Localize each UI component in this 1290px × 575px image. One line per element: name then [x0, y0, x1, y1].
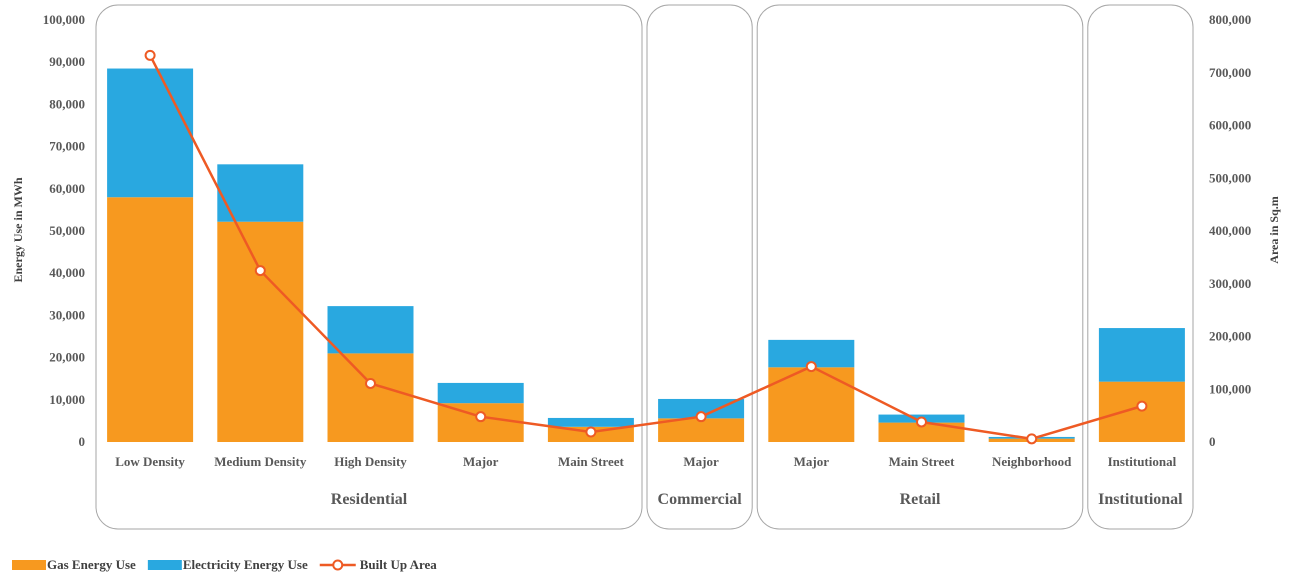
- y-tick-label: 10,000: [49, 392, 85, 407]
- y2-tick-label: 300,000: [1209, 276, 1251, 291]
- group-label: Residential: [331, 491, 408, 508]
- gas-energy-use-bar: [327, 353, 414, 442]
- y2-tick-label: 100,000: [1209, 381, 1251, 396]
- y-tick-label: 60,000: [49, 181, 85, 196]
- built-up-area-point: [916, 416, 927, 428]
- group-label: Institutional: [1098, 491, 1183, 508]
- y2-tick-label: 200,000: [1209, 329, 1251, 344]
- category-label: Major: [463, 454, 499, 469]
- group-label: Commercial: [658, 491, 743, 508]
- gas-energy-use-bar: [217, 221, 304, 442]
- category-label: Main Street: [889, 454, 955, 469]
- category-label: Neighborhood: [992, 454, 1072, 469]
- category-label: Medium Density: [214, 454, 307, 469]
- gas-energy-use-bar: [658, 418, 745, 442]
- left-axis: 0 10,000 20,000 30,000 40,000 50,000 60,000 70,…: [43, 12, 85, 449]
- y-tick-label: 70,000: [49, 139, 85, 154]
- built-up-area-point: [695, 411, 707, 423]
- built-up-area-point: [1136, 400, 1148, 412]
- y-tick-label: 80,000: [49, 96, 85, 111]
- y-axis-title: Energy Use in MWh: [11, 177, 25, 282]
- y2-tick-label: 800,000: [1209, 12, 1251, 27]
- category-label: Institutional: [1108, 454, 1177, 469]
- legend-label: Built Up Area: [360, 557, 438, 572]
- y-tick-label: 20,000: [49, 350, 85, 365]
- electricity-energy-use-bar: [327, 306, 414, 354]
- y-tick-label: 40,000: [49, 265, 85, 280]
- legend-swatch: [12, 560, 46, 570]
- y-tick-label: 30,000: [49, 307, 85, 322]
- built-up-area-point: [475, 411, 487, 423]
- gas-energy-use-bar: [437, 403, 524, 442]
- y2-tick-label: 0: [1209, 434, 1216, 449]
- y-tick-label: 0: [79, 434, 86, 449]
- legend-marker: [332, 559, 344, 571]
- category-group-box: [646, 4, 753, 530]
- built-up-area-point: [805, 361, 817, 373]
- category-group-box: [756, 4, 1084, 530]
- y-tick-label: 100,000: [43, 12, 85, 27]
- built-up-area-point: [1026, 433, 1038, 445]
- category-label: Low Density: [115, 454, 185, 469]
- y2-tick-label: 400,000: [1209, 223, 1251, 238]
- electricity-energy-use-bar: [107, 68, 194, 198]
- category-label: High Density: [334, 454, 407, 469]
- electricity-energy-use-bar: [658, 398, 745, 419]
- category-group-box: [95, 4, 643, 530]
- y2-tick-label: 700,000: [1209, 65, 1251, 80]
- y-tick-label: 90,000: [49, 54, 85, 69]
- category-label: Main Street: [558, 454, 624, 469]
- electricity-energy-use-bar: [547, 417, 634, 427]
- legend: Gas Energy Use Electricity Energy Use Buil…: [12, 557, 437, 572]
- group-label: Retail: [900, 491, 941, 508]
- legend-swatch: [147, 560, 182, 570]
- category-label: Major: [683, 454, 719, 469]
- built-up-area-point: [254, 265, 266, 277]
- gas-energy-use-bar: [1098, 381, 1185, 442]
- gas-energy-use-bar: [107, 197, 194, 442]
- gas-energy-use-bar: [878, 422, 965, 442]
- built-up-area-point: [585, 426, 597, 438]
- built-up-area-polyline: [148, 54, 1143, 441]
- y-tick-label: 50,000: [49, 223, 85, 238]
- category-group-box: [1087, 4, 1194, 530]
- y2-tick-label: 600,000: [1209, 118, 1251, 133]
- bars: [107, 68, 1185, 442]
- electricity-energy-use-bar: [437, 382, 524, 404]
- group-labels: Residential Commercial Retail Institutional: [331, 491, 1183, 508]
- right-axis: 0 100,000 200,000 300,000 400,000 500,000 600,…: [1209, 12, 1251, 449]
- electricity-energy-use-bar: [1098, 328, 1185, 382]
- y2-tick-label: 500,000: [1209, 170, 1251, 185]
- category-labels: Low Density Medium Density High Density Maj…: [115, 454, 1176, 469]
- built-up-area-line: [144, 49, 1148, 445]
- built-up-area-point: [144, 49, 156, 61]
- legend-label: Electricity Energy Use: [183, 557, 308, 572]
- y2-axis-title: Area in Sq.m: [1267, 196, 1281, 263]
- category-group-boxes: [95, 4, 1194, 530]
- category-label: Major: [794, 454, 830, 469]
- gas-energy-use-bar: [768, 367, 855, 442]
- built-up-area-point: [365, 377, 376, 389]
- legend-label: Gas Energy Use: [47, 557, 136, 572]
